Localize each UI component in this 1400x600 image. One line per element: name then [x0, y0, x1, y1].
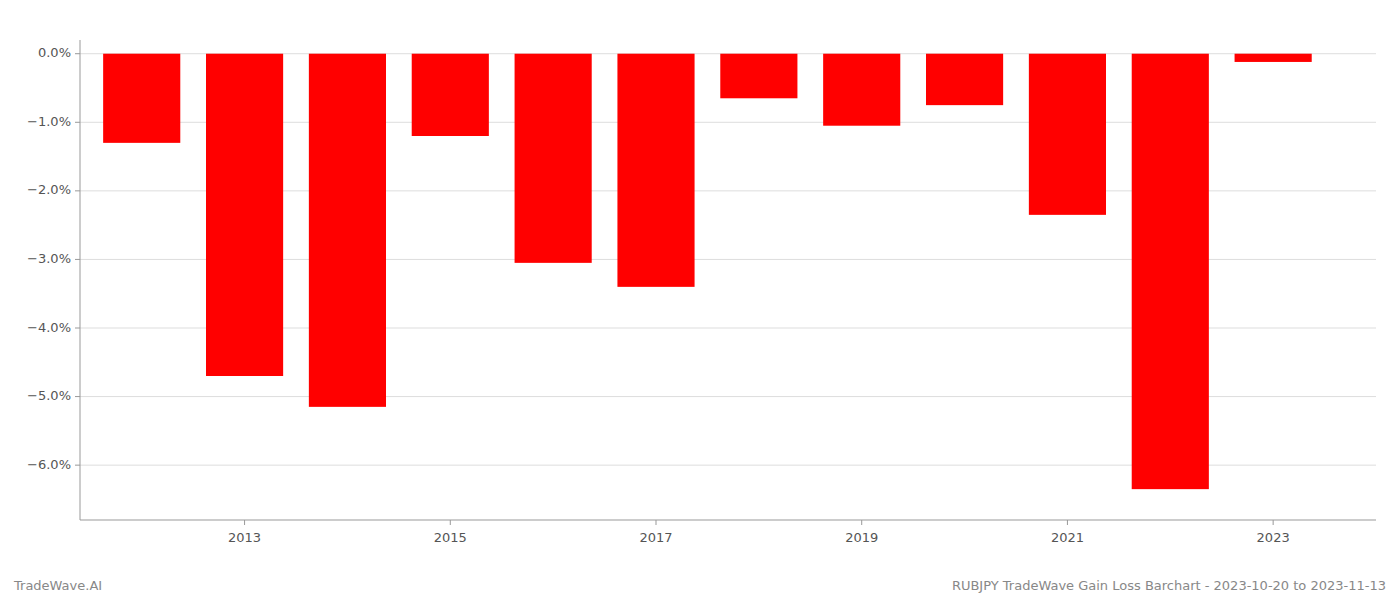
- chart-container: 0.0% −1.0% −2.0% −3.0% −4.0% −5.0% −6.0% 2013 20…: [0, 0, 1400, 600]
- y-tick-label: −1.0%: [27, 114, 71, 129]
- bar: [206, 54, 283, 376]
- bar: [515, 54, 592, 263]
- x-tick-label: 2021: [1051, 530, 1084, 545]
- chart: 0.0% −1.0% −2.0% −3.0% −4.0% −5.0% −6.0% 2013 20…: [0, 0, 1400, 600]
- bar: [720, 54, 797, 99]
- axes: 0.0% −1.0% −2.0% −3.0% −4.0% −5.0% −6.0% 2013 20…: [27, 40, 1376, 545]
- y-axis-line: [80, 40, 81, 520]
- x-tick-label: 2013: [228, 530, 261, 545]
- y-tick-label: −6.0%: [27, 457, 71, 472]
- y-tick: [75, 396, 80, 397]
- bar: [1132, 54, 1209, 489]
- x-tick: [244, 520, 245, 525]
- y-tick: [75, 259, 80, 260]
- x-tick-label: 2023: [1257, 530, 1290, 545]
- bar: [823, 54, 900, 126]
- x-tick-label: 2015: [434, 530, 467, 545]
- x-tick-label: 2017: [639, 530, 672, 545]
- footer-note: RUBJPY TradeWave Gain Loss Barchart - 20…: [952, 578, 1386, 593]
- x-tick: [656, 520, 657, 525]
- bar: [617, 54, 694, 287]
- x-tick: [1067, 520, 1068, 525]
- y-tick-label: −4.0%: [27, 320, 71, 335]
- y-tick: [75, 122, 80, 123]
- bar: [103, 54, 180, 143]
- x-tick-label: 2019: [845, 530, 878, 545]
- y-tick-label: −2.0%: [27, 182, 71, 197]
- y-tick-label: −3.0%: [27, 251, 71, 266]
- annotations: TradeWave.AI RUBJPY TradeWave Gain Loss B…: [13, 578, 1386, 593]
- y-tick: [75, 465, 80, 466]
- y-tick: [75, 190, 80, 191]
- y-tick: [75, 328, 80, 329]
- y-tick: [75, 53, 80, 54]
- x-tick: [1273, 520, 1274, 525]
- bar: [926, 54, 1003, 105]
- footer-note: TradeWave.AI: [13, 578, 102, 593]
- bar: [412, 54, 489, 136]
- bar: [309, 54, 386, 407]
- y-tick-label: 0.0%: [38, 45, 71, 60]
- x-axis-line: [80, 520, 1376, 521]
- bars: [103, 54, 1312, 489]
- y-tick-label: −5.0%: [27, 388, 71, 403]
- x-tick: [861, 520, 862, 525]
- bar: [1235, 54, 1312, 62]
- bar: [1029, 54, 1106, 215]
- x-tick: [450, 520, 451, 525]
